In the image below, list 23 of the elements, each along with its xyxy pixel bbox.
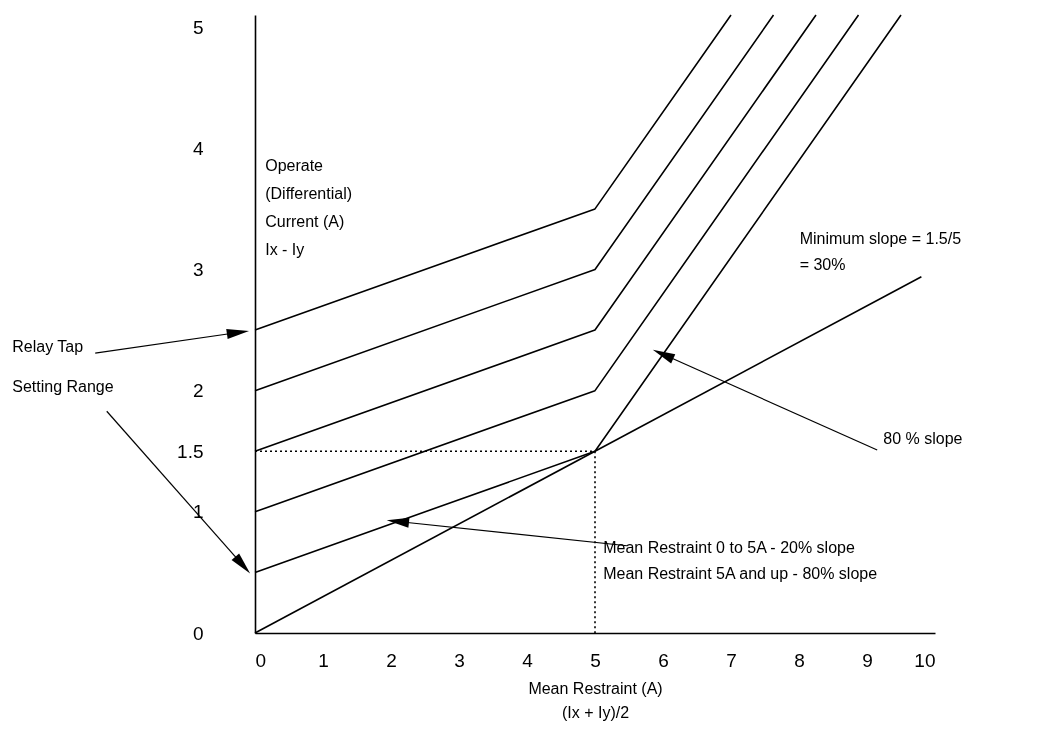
y-tick-label: 4 bbox=[192, 137, 204, 159]
y-tick-label: 5 bbox=[192, 16, 204, 38]
x-tick-label: 5 bbox=[590, 649, 601, 671]
annotation: Mean Restraint 0 to 5A - 20% slope Mean Restraint 5A and up - 80% slope bbox=[603, 539, 878, 583]
x-tick-label: 3 bbox=[454, 649, 465, 671]
x-tick-label: 4 bbox=[522, 649, 534, 671]
y-tick-label: 3 bbox=[192, 258, 204, 280]
x-tick-label: 10 bbox=[914, 649, 936, 671]
x-tick-label: 8 bbox=[794, 649, 805, 671]
x-tick-label: 2 bbox=[386, 649, 397, 671]
y-tick-label: 0 bbox=[192, 622, 204, 644]
x-tick-label: 6 bbox=[658, 649, 669, 671]
x-tick-label: 0 bbox=[255, 649, 267, 671]
y-axis-title: Operate (Differential) Current (A) Ix - Iy bbox=[265, 156, 353, 258]
x-tick-label: 1 bbox=[318, 649, 329, 671]
x-tick-label: 7 bbox=[726, 649, 737, 671]
annotation: Minimum slope = 1.5/5 = 30% bbox=[799, 230, 962, 274]
x-tick-label: 9 bbox=[862, 649, 873, 671]
annotation: 80 % slope bbox=[883, 430, 963, 448]
text: Relay Tap Setting Range bbox=[12, 338, 114, 396]
y-tick-label: 2 bbox=[192, 380, 204, 402]
x-axis-title: Mean Restraint (A) (Ix + Iy)/2 bbox=[528, 679, 663, 721]
y-tick-label: 1.5 bbox=[177, 440, 204, 462]
